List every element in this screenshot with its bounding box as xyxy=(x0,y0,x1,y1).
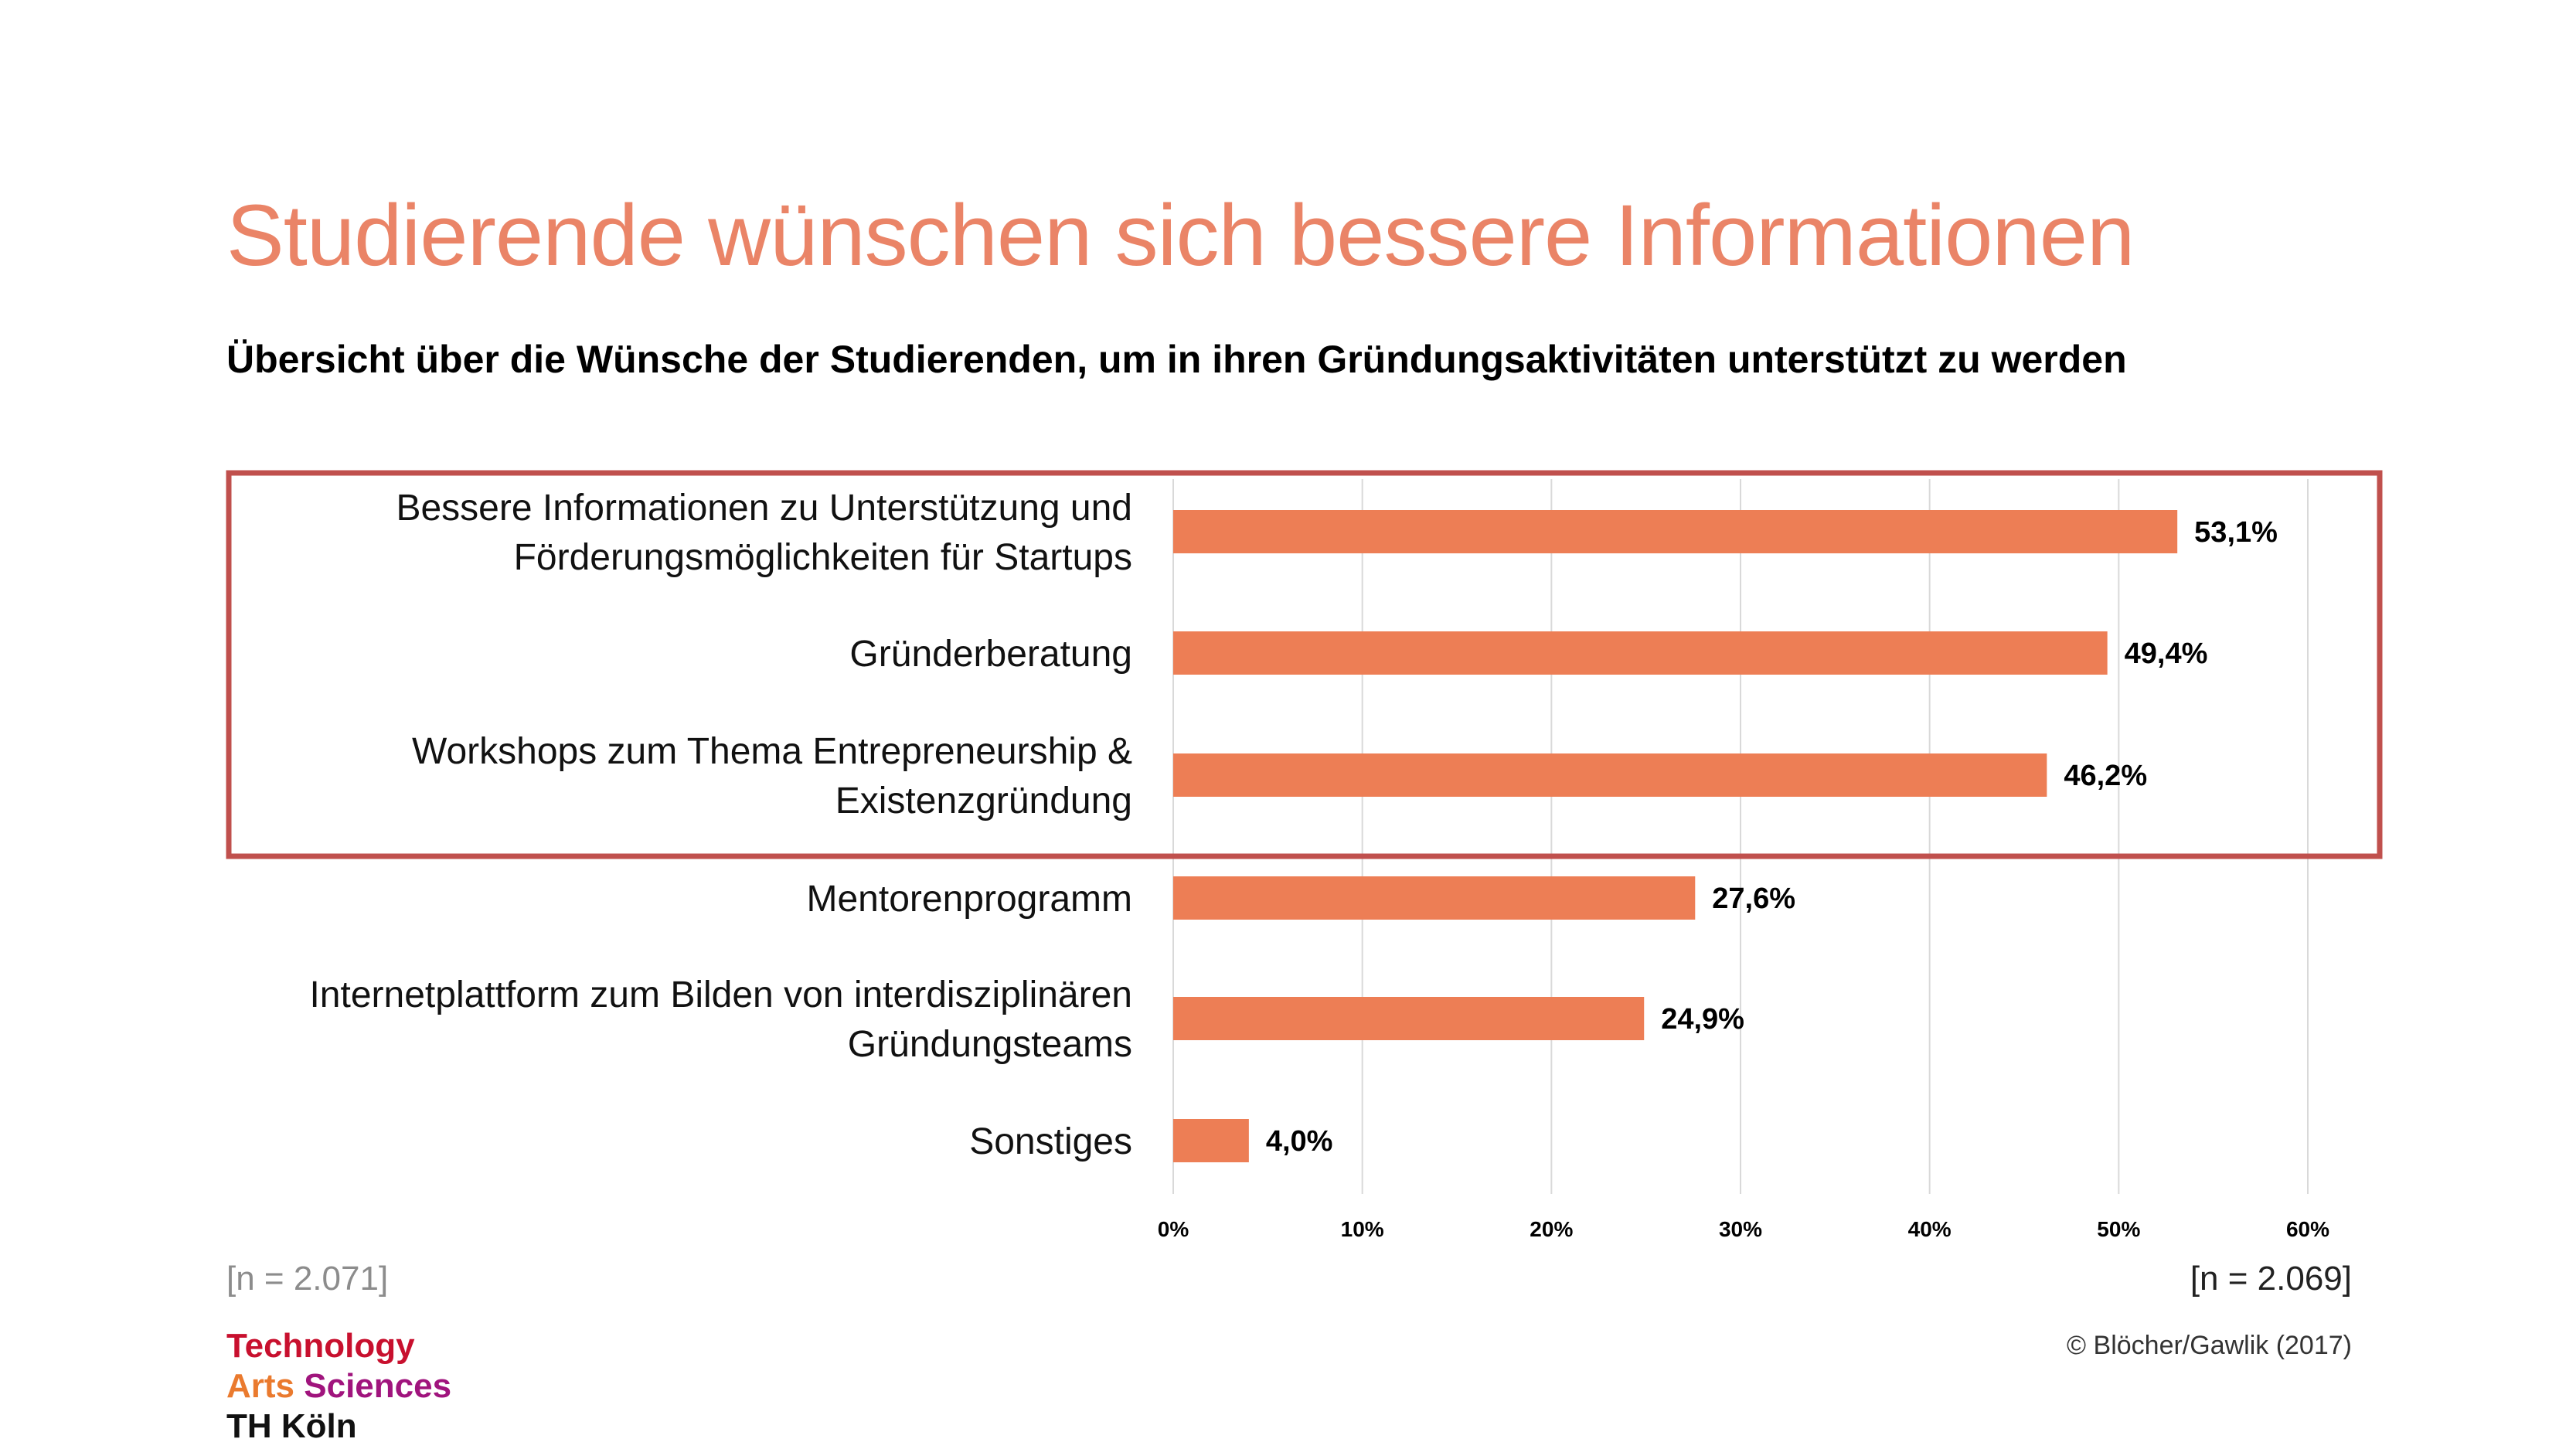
sample-size-left: [n = 2.071] xyxy=(226,1260,389,1298)
category-label-line: Gründerberatung xyxy=(849,634,1132,675)
category-label: Mentorenprogramm xyxy=(807,879,1133,920)
category-label-line: Sonstiges xyxy=(969,1121,1132,1162)
sample-size-right: [n = 2.069] xyxy=(2190,1260,2352,1298)
x-tick-label: 40% xyxy=(1908,1217,1952,1241)
category-label: Internetplattform zum Bilden von interdi… xyxy=(309,975,1132,1065)
category-label-line: Workshops zum Thema Entrepreneurship & xyxy=(412,731,1132,772)
chart-subtitle: Übersicht über die Wünsche der Studieren… xyxy=(226,338,2127,381)
x-tick-label: 50% xyxy=(2097,1217,2140,1241)
bar xyxy=(1173,997,1645,1040)
x-tick-label: 10% xyxy=(1341,1217,1384,1241)
category-label-line: Gründungsteams xyxy=(848,1024,1132,1065)
bar xyxy=(1173,753,2047,797)
bar-value-label: 4,0% xyxy=(1266,1125,1333,1158)
category-label-line: Internetplattform zum Bilden von interdi… xyxy=(309,975,1132,1015)
th-koeln-logo: Technology Arts Sciences TH Köln xyxy=(226,1326,451,1447)
bar-value-label: 27,6% xyxy=(1712,883,1795,915)
category-label: Sonstiges xyxy=(969,1121,1132,1162)
logo-line-th-koeln: TH Köln xyxy=(226,1407,357,1445)
bar xyxy=(1173,1119,1249,1162)
category-label: Gründerberatung xyxy=(849,634,1132,675)
bar-value-label: 49,4% xyxy=(2125,638,2208,670)
category-label-line: Förderungsmöglichkeiten für Startups xyxy=(514,537,1132,578)
highlight-box xyxy=(226,470,2383,859)
x-tick-label: 60% xyxy=(2286,1217,2329,1241)
bar xyxy=(1173,631,2108,675)
logo-word-arts: Arts xyxy=(226,1367,295,1405)
category-label: Workshops zum Thema Entrepreneurship & Ex… xyxy=(412,731,1132,821)
category-label-line: Existenzgründung xyxy=(835,781,1132,821)
bar xyxy=(1173,510,2178,553)
page-title: Studierende wünschen sich bessere Inform… xyxy=(226,187,2135,284)
copyright-notice: © Blöcher/Gawlik (2017) xyxy=(2067,1331,2352,1360)
category-label-line: Mentorenprogramm xyxy=(807,879,1133,920)
category-label: Bessere Informationen zu Unterstützung u… xyxy=(396,488,1132,578)
x-tick-label: 0% xyxy=(1158,1217,1189,1241)
x-tick-label: 20% xyxy=(1530,1217,1573,1241)
logo-line-technology: Technology xyxy=(226,1327,415,1365)
bar xyxy=(1173,876,1696,920)
logo-word-sciences: Sciences xyxy=(304,1367,452,1405)
x-tick-label: 30% xyxy=(1719,1217,1762,1241)
bar-value-label: 53,1% xyxy=(2194,516,2278,549)
bar-value-label: 24,9% xyxy=(1661,1003,1744,1036)
bar-value-label: 46,2% xyxy=(2064,760,2147,792)
category-label-line: Bessere Informationen zu Unterstützung u… xyxy=(396,488,1132,529)
